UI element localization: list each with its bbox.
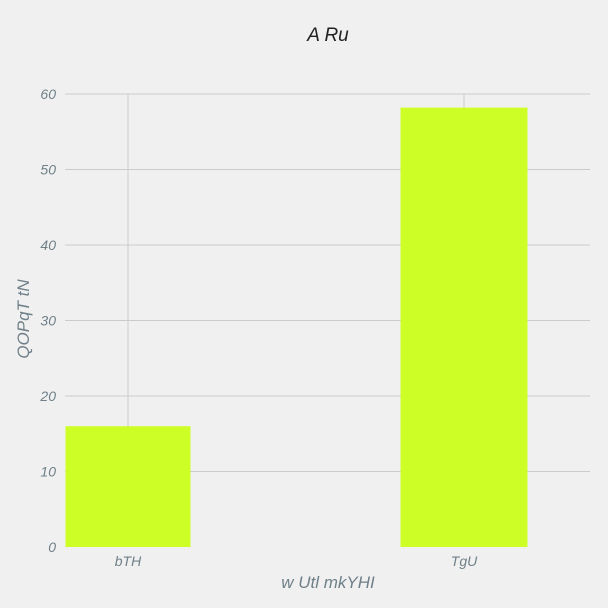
x-tick-label: bTH [115,553,142,569]
y-tick-label: 20 [39,388,56,404]
x-tick-label: TgU [451,553,478,569]
y-tick-labels: 0 10 20 30 40 50 60 [39,86,56,555]
bar-layer [65,107,528,547]
y-tick-label: 60 [40,86,56,102]
y-tick-label: 30 [40,313,56,329]
x-axis-label: w Utl mkYHI [281,573,375,592]
chart-title: A Ru [306,25,349,46]
y-tick-label: 50 [40,162,56,178]
x-tick-labels: bTH TgU [115,553,478,569]
bar-bTH [65,426,191,547]
y-tick-label: 40 [40,237,56,253]
bar-TgU [400,107,528,547]
y-axis-label: QOPqT tN [14,279,33,359]
y-tick-label: 10 [40,464,56,480]
y-tick-label: 0 [48,539,56,555]
